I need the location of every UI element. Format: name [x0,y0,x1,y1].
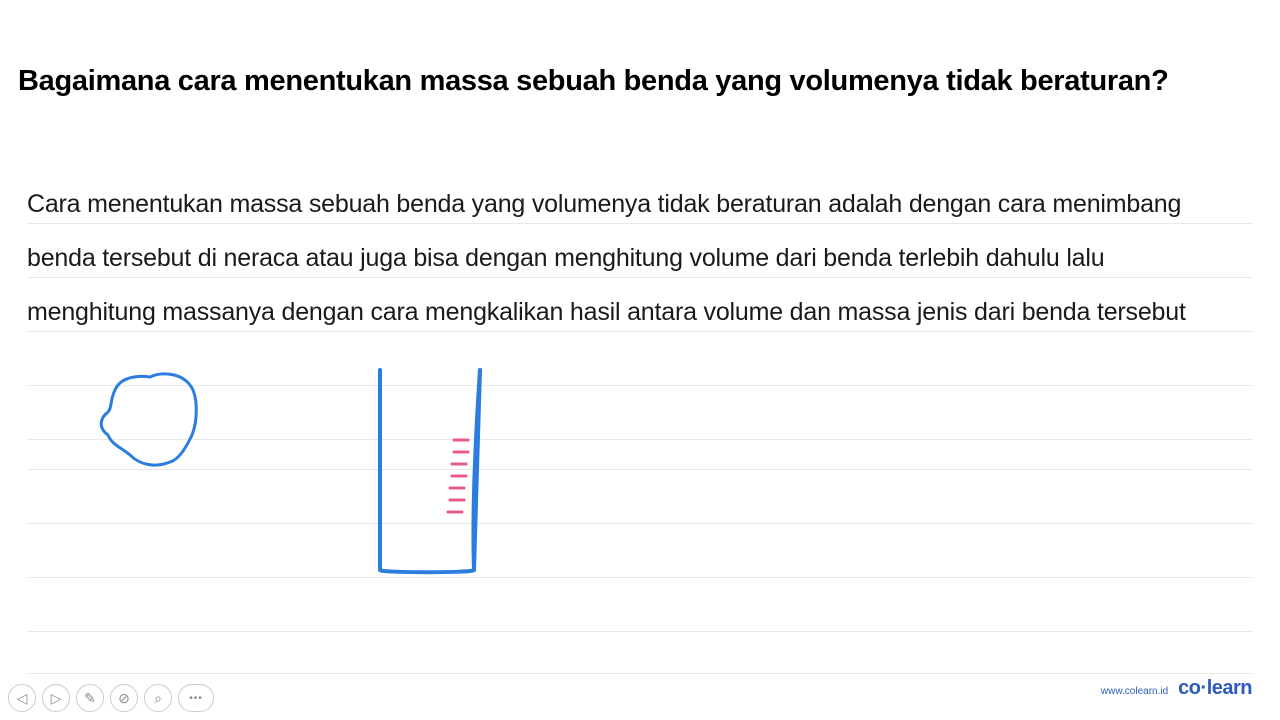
logo-prefix: co [1178,677,1200,699]
ruled-line [27,385,1253,386]
prev-button[interactable]: ◁ [8,684,36,712]
eraser-button[interactable]: ⊘ [110,684,138,712]
ruled-line [27,223,1253,224]
ruled-line [27,439,1253,440]
ruled-line [27,577,1253,578]
prev-icon: ◁ [17,690,28,707]
ruled-line [27,673,1253,674]
branding-url: www.colearn.id [1101,686,1168,697]
question-text: Bagaimana cara menentukan massa sebuah b… [18,65,1262,98]
ruled-line [27,331,1253,332]
branding: www.colearn.id co·learn [1101,677,1252,700]
next-icon: ▷ [51,690,62,707]
answer-area: Cara menentukan massa sebuah benda yang … [27,175,1253,680]
more-button[interactable]: ••• [178,684,214,712]
branding-logo: co·learn [1178,677,1252,700]
zoom-icon: ⌕ [154,690,162,707]
pen-icon: ✎ [84,690,96,707]
ruled-line [27,631,1253,632]
toolbar: ◁ ▷ ✎ ⊘ ⌕ ••• [8,684,214,712]
zoom-button[interactable]: ⌕ [144,684,172,712]
ruled-line [27,277,1253,278]
answer-line-2: benda tersebut di neraca atau juga bisa … [27,243,1104,273]
pen-button[interactable]: ✎ [76,684,104,712]
ruled-line [27,469,1253,470]
next-button[interactable]: ▷ [42,684,70,712]
logo-suffix: learn [1207,677,1252,699]
answer-line-1: Cara menentukan massa sebuah benda yang … [27,189,1181,219]
more-icon: ••• [189,693,203,704]
ruled-line [27,523,1253,524]
answer-line-3: menghitung massanya dengan cara mengkali… [27,297,1186,327]
eraser-icon: ⊘ [118,690,130,707]
